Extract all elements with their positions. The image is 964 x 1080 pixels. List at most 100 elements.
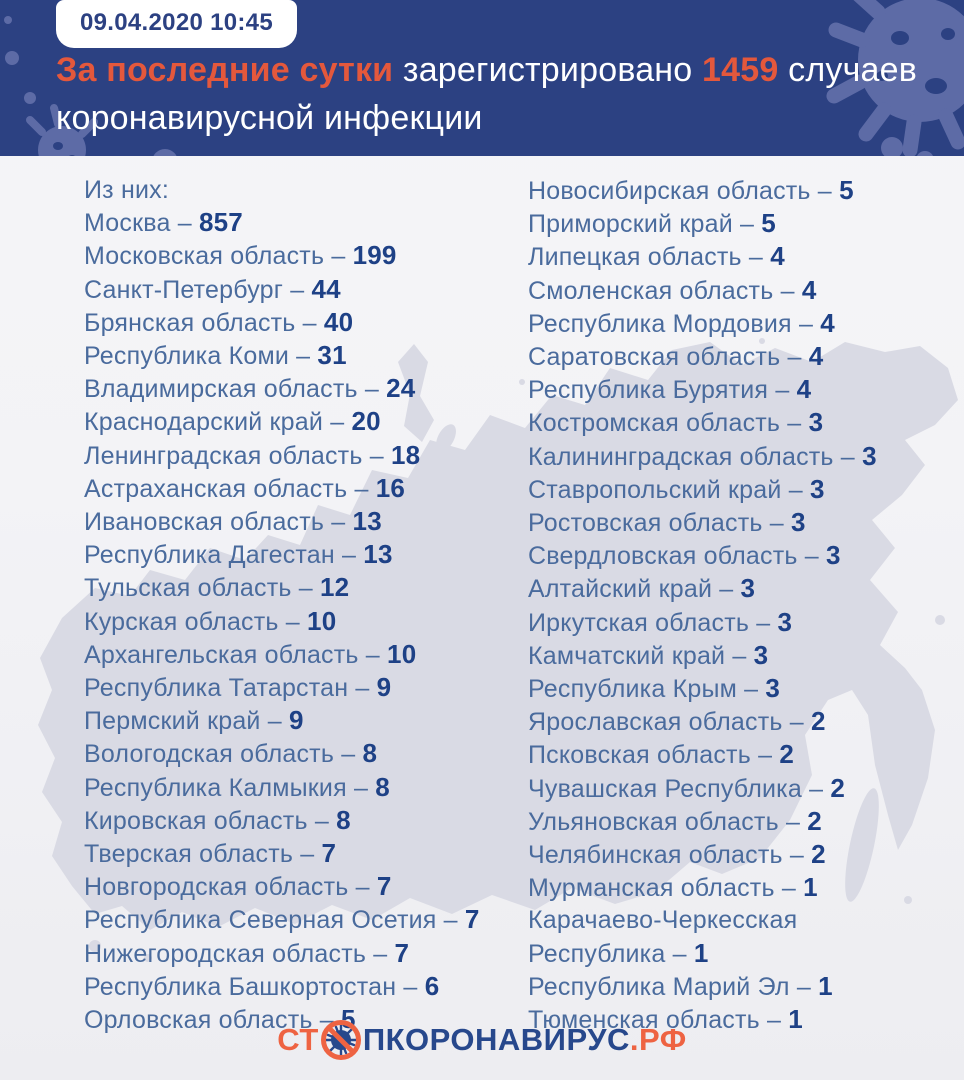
region-name: Курская область (84, 607, 279, 636)
region-name: Ивановская область (84, 508, 325, 537)
region-case-count: 5 (839, 175, 854, 205)
region-case-count: 3 (765, 673, 781, 704)
region-row: Курская область – 10 (84, 605, 524, 638)
region-row: Орловская область – 5 (84, 1003, 524, 1036)
region-row: Тульская область – 12 (84, 571, 524, 604)
region-row: Республика Дагестан – 13 (84, 538, 524, 571)
region-row: Псковская область – 2 (528, 738, 964, 771)
region-row: Астраханская область – 16 (84, 472, 524, 505)
dash-separator: – (780, 343, 809, 372)
region-name: Ростовская область (528, 509, 763, 538)
region-case-count: 18 (390, 439, 421, 470)
region-case-count: 12 (319, 572, 350, 603)
region-case-count: 20 (351, 406, 381, 437)
region-name: Краснодарский край (84, 408, 324, 437)
region-name: Кировская область (84, 806, 308, 835)
region-name: Приморский край (528, 210, 733, 239)
region-row: Республика Калмыкия – 8 (84, 771, 524, 804)
region-case-count: 13 (363, 539, 393, 570)
region-case-count: 10 (387, 638, 417, 669)
region-case-count: 16 (375, 472, 406, 503)
region-name: Республика Бурятия (528, 376, 769, 405)
region-name: Липецкая область (528, 243, 742, 272)
dash-separator: – (323, 408, 352, 437)
region-case-count: 3 (740, 573, 756, 604)
region-case-count: 3 (809, 473, 825, 504)
region-name: Владимирская область (84, 375, 358, 404)
region-name: Московская область (84, 242, 325, 271)
region-row: Архангельская область – 10 (84, 638, 524, 671)
headline-line2: коронавирусной инфекции (56, 99, 483, 137)
region-row: Чувашская Республика – 2 (528, 772, 964, 805)
region-row: Челябинская область – 2 (528, 838, 964, 871)
dash-separator: – (260, 707, 289, 736)
dash-separator: – (768, 376, 797, 405)
region-row: Брянская область – 40 (84, 306, 524, 339)
region-case-count: 4 (820, 307, 835, 338)
region-case-count: 8 (375, 771, 390, 802)
dash-separator: – (801, 774, 831, 803)
region-row: Приморский край – 5 (528, 207, 964, 240)
dash-separator: – (749, 608, 778, 637)
region-name: Нижегородская область (84, 939, 367, 968)
region-case-count: 1 (818, 970, 833, 1001)
dash-separator: – (791, 309, 821, 338)
region-case-count: 44 (311, 273, 341, 304)
region-case-count: 13 (352, 506, 382, 537)
dash-separator: – (289, 342, 318, 371)
region-case-count: 3 (777, 606, 793, 637)
dash-separator: – (396, 972, 425, 1001)
region-row: Ростовская область – 3 (528, 506, 964, 539)
region-row: Смоленская область – 4 (528, 274, 964, 307)
region-case-count: 4 (808, 341, 824, 372)
region-case-count: 2 (811, 706, 826, 737)
region-case-count: 7 (464, 904, 480, 935)
logo-text-prefix: СТ (277, 1022, 319, 1057)
dash-separator: – (293, 840, 322, 869)
region-case-count: 857 (198, 207, 243, 238)
region-case-count: 1 (803, 872, 818, 903)
region-row: Республика Марий Эл – 1 (528, 970, 964, 1003)
region-row: Республика Северная Осетия – 7 (84, 903, 524, 936)
region-row: Московская область – 199 (84, 239, 524, 272)
dash-separator: – (762, 509, 791, 538)
dash-separator: – (307, 806, 337, 835)
region-row: Республика Коми – 31 (84, 339, 524, 372)
region-case-count: 40 (323, 306, 354, 337)
region-name: Новгородская область (84, 873, 349, 902)
region-name: Чувашская Республика (528, 774, 802, 803)
dash-separator: – (436, 906, 465, 935)
region-name: Камчатский край (528, 641, 726, 670)
region-row: Свердловская область – 3 (528, 539, 964, 572)
region-row: Карачаево-Черкесская (528, 904, 964, 936)
dash-separator: – (782, 708, 811, 737)
region-name: Республика Коми (84, 342, 290, 371)
dash-separator: – (712, 575, 741, 604)
region-case-count: 3 (826, 540, 841, 571)
dash-separator: – (346, 773, 376, 802)
region-case-count: 7 (394, 937, 410, 968)
region-case-count: 24 (386, 373, 416, 404)
headline-text-tail: случаев (778, 51, 917, 89)
dash-separator: – (170, 209, 199, 238)
region-name: Республика Северная Осетия (84, 906, 437, 935)
region-name: Ярославская область (528, 708, 783, 737)
region-case-count: 1 (788, 1004, 803, 1035)
dash-separator: – (348, 873, 377, 902)
region-name: Смоленская область (528, 276, 774, 305)
region-name: Алтайский край (528, 575, 713, 604)
region-name: Калининградская область (528, 442, 834, 471)
region-case-count: 3 (753, 639, 769, 670)
region-name: Орловская область (84, 1006, 313, 1035)
region-row: Республика Башкортостан – 6 (84, 970, 524, 1003)
region-row: Новосибирская область – 5 (528, 174, 964, 207)
region-case-count: 5 (761, 208, 776, 239)
region-row: Республика Татарстан – 9 (84, 671, 524, 704)
region-row: Калининградская область – 3 (528, 440, 964, 473)
dash-separator: – (366, 939, 395, 968)
footer-logo[interactable]: СТ ПКОРОНАВИРУС .РФ (0, 1016, 964, 1064)
region-name: Архангельская область (84, 640, 359, 669)
region-row: Ульяновская область – 2 (528, 805, 964, 838)
timestamp-badge: 09.04.2020 10:45 (56, 0, 297, 48)
